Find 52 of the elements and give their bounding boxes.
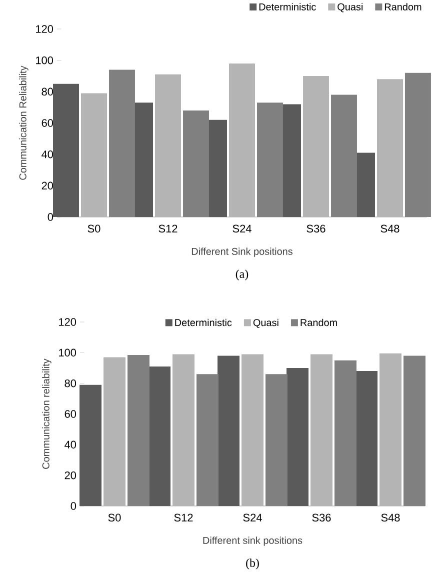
x-tick-label: S0	[108, 514, 121, 522]
y-tick-label: 40	[42, 150, 54, 158]
legend-label: Deterministic	[175, 318, 232, 326]
bar	[376, 79, 403, 217]
legend-label: Random	[384, 3, 422, 10]
text: (b)	[246, 558, 259, 570]
y-tick-label: 40	[64, 440, 76, 449]
bar	[310, 354, 332, 506]
y-tick-label: 20	[42, 182, 54, 190]
bar	[155, 74, 181, 217]
bar	[104, 357, 126, 506]
x-tick-label: S24	[243, 514, 262, 522]
y-tick-label: 0	[70, 502, 76, 510]
y-tick-label: 120	[36, 25, 54, 33]
y-tick-label: 100	[36, 56, 54, 64]
y-tick-label: 20	[64, 471, 76, 480]
bar	[218, 356, 240, 506]
y-tick-label: 120	[59, 318, 76, 326]
bar	[148, 366, 171, 506]
x-tick-label: S36	[306, 224, 326, 233]
y-tick-label: 60	[42, 119, 54, 127]
bar	[80, 384, 102, 506]
y-axis-title: Communication reliability	[42, 358, 52, 469]
x-axis-title: Different sink positions	[203, 536, 302, 546]
legend-label: Quasi	[338, 3, 363, 12]
legend-label: Random	[300, 318, 337, 326]
y-tick-label: 80	[42, 88, 54, 96]
legend-label: Quasi	[253, 318, 278, 328]
text: (a)	[236, 270, 248, 280]
bar	[241, 354, 264, 506]
y-axis-title: Communication Reliability	[19, 66, 28, 180]
x-tick-label: S48	[380, 224, 400, 233]
x-axis-title: Different Sink positions	[192, 248, 292, 257]
x-tick-label: S48	[381, 514, 400, 522]
bar	[81, 93, 107, 217]
bar	[286, 368, 309, 506]
bar	[228, 63, 255, 217]
x-tick-label: S36	[312, 514, 331, 522]
y-tick-label: 80	[64, 379, 76, 388]
bar	[356, 371, 378, 506]
bar	[172, 354, 194, 506]
legend-label: Deterministic	[259, 3, 316, 10]
x-tick-label: S12	[174, 514, 193, 522]
bar	[53, 84, 80, 217]
x-tick-label: S12	[158, 224, 178, 233]
y-tick-label: 0	[48, 213, 54, 221]
bar	[302, 76, 329, 217]
bar	[379, 353, 402, 506]
y-tick-label: 100	[59, 348, 76, 357]
y-tick-label: 60	[64, 410, 76, 418]
x-tick-label: S0	[88, 224, 100, 233]
x-tick-label: S24	[232, 224, 252, 233]
